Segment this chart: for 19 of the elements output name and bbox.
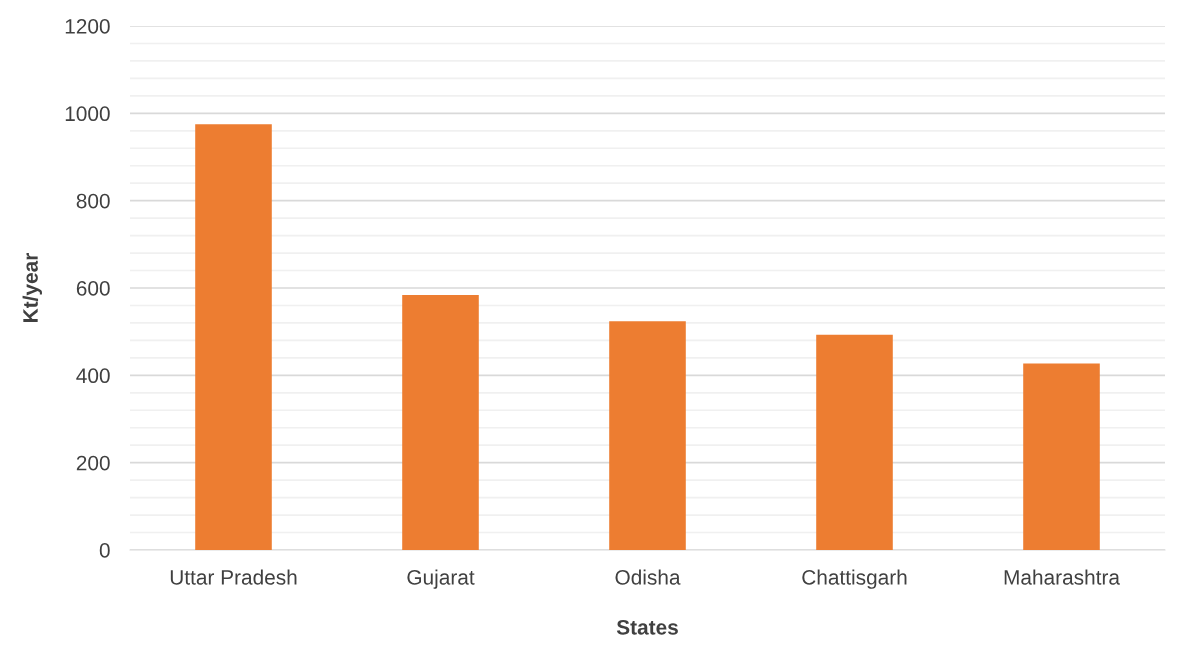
x-tick-label: Chattisgarh bbox=[802, 569, 907, 589]
y-tick-label: 200 bbox=[76, 455, 110, 471]
bar bbox=[402, 294, 479, 550]
y-tick-label: 400 bbox=[76, 368, 110, 384]
y-tick-label: 800 bbox=[76, 193, 110, 209]
y-axis-title: Kt/year bbox=[22, 252, 42, 322]
bar bbox=[195, 124, 272, 550]
x-tick-label: Gujarat bbox=[407, 569, 475, 589]
x-tick-label: Odisha bbox=[615, 569, 681, 585]
y-tick-label: 1000 bbox=[65, 106, 110, 122]
y-tick-label: 0 bbox=[99, 543, 110, 558]
x-tick-label: Maharashtra bbox=[1004, 569, 1120, 585]
bar bbox=[609, 321, 686, 550]
x-tick-label: Uttar Pradesh bbox=[170, 569, 297, 585]
bar bbox=[1023, 363, 1100, 550]
y-tick-label: 600 bbox=[76, 281, 110, 296]
bar bbox=[816, 334, 893, 550]
x-axis-title: States bbox=[616, 619, 678, 635]
y-tick-label: 1200 bbox=[65, 19, 110, 34]
